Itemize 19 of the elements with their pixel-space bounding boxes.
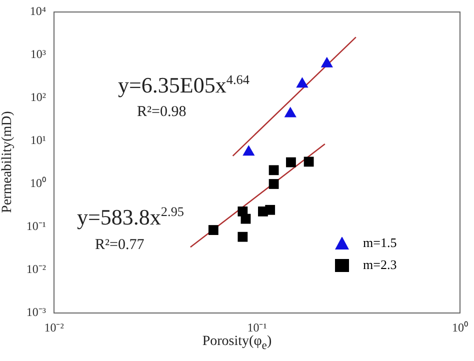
x-axis-title: Porosity(φ$_{e}$) — [201, 334, 273, 352]
y-tick-label: 10⁰ — [30, 176, 46, 190]
annotation: y=6.35E05x$^{4.64}$ — [118, 72, 250, 98]
annotation: R²=0.98 — [137, 104, 186, 121]
x-tick-label: 10⁻¹ — [247, 320, 268, 334]
y-tick-label: 10³ — [30, 47, 46, 62]
y-tick-label: 10⁻¹ — [26, 219, 46, 234]
legend-label: m=2.3 — [363, 257, 397, 273]
y-axis-title: Permeability(mD) — [0, 111, 16, 213]
y-tick-label: 10¹ — [30, 133, 46, 148]
annotation: R²=0.77 — [95, 237, 144, 254]
y-tick-label: 10⁻³ — [26, 305, 46, 320]
legend-label: m=1.5 — [363, 235, 397, 251]
y-tick-label: 10⁻² — [26, 262, 46, 276]
x-tick-label: 10⁻² — [44, 320, 64, 334]
y-tick-label: 10² — [30, 90, 46, 104]
y-tick-label: 10⁴ — [30, 4, 46, 18]
x-tick-label: 10⁰ — [452, 320, 468, 334]
annotation: y=583.8x$^{2.95}$ — [77, 204, 184, 230]
